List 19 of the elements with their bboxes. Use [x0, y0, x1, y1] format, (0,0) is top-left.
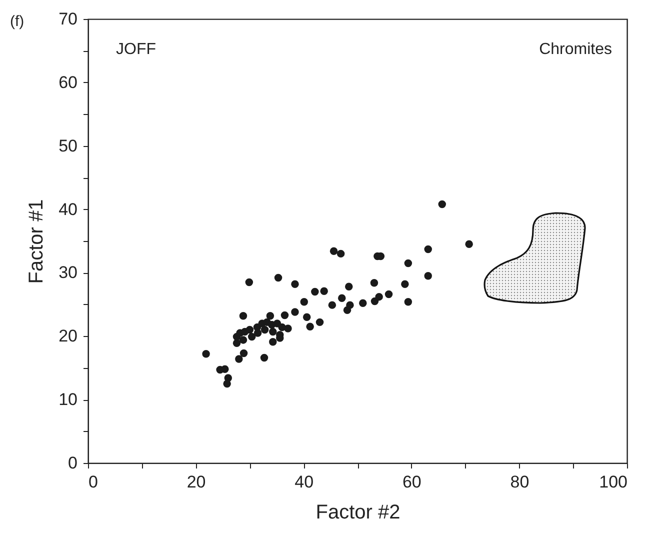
- y-tick-label: 0: [68, 454, 78, 472]
- y-tick-label: 70: [58, 10, 78, 28]
- x-tick-label: 60: [402, 472, 422, 492]
- x-tick-label: 80: [510, 472, 530, 492]
- y-tick-label: 60: [58, 72, 78, 92]
- y-tick-label: 20: [58, 326, 78, 346]
- x-tick-label: 100: [599, 472, 628, 492]
- y-tick-label: 50: [58, 136, 78, 156]
- text: (f): [10, 13, 24, 30]
- y-tick-label: 40: [58, 200, 78, 219]
- annotation: JOFF: [116, 41, 156, 58]
- x-tick-label: 0: [88, 472, 98, 492]
- x-tick-label: 20: [186, 472, 206, 492]
- x-axis-title: Factor #2: [316, 502, 400, 524]
- x-tick-label: 40: [294, 472, 314, 492]
- y-tick-label: 10: [58, 390, 78, 410]
- y-axis-title: Factor #1: [26, 199, 48, 284]
- y-tick-label: 30: [58, 263, 78, 282]
- annotation: Chromites: [539, 41, 612, 58]
